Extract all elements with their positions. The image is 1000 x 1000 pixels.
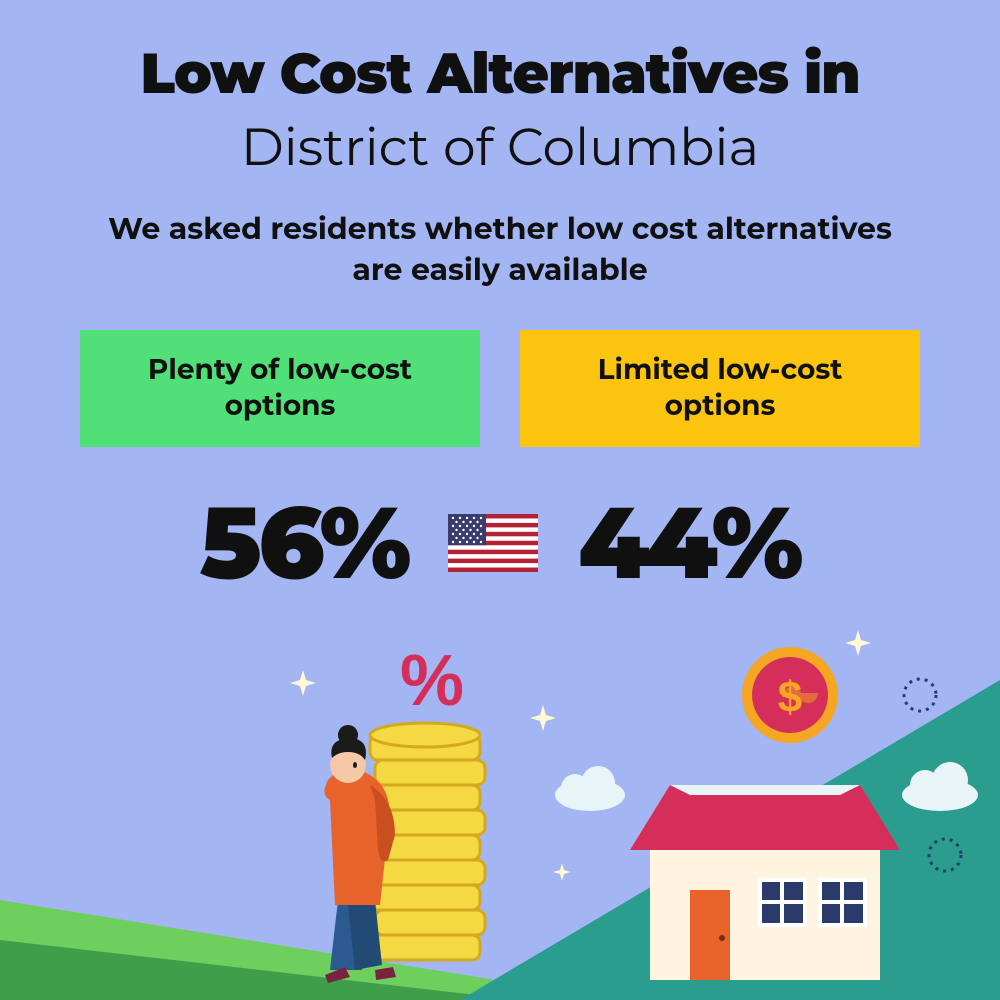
percent-icon: % bbox=[400, 641, 464, 721]
dotted-circle-1 bbox=[904, 679, 936, 711]
option-box-plenty: Plenty of low-cost options bbox=[80, 330, 480, 447]
svg-text:%: % bbox=[400, 641, 464, 721]
us-flag-icon bbox=[448, 514, 538, 572]
option-boxes: Plenty of low-cost options Limited low-c… bbox=[0, 330, 1000, 447]
house-icon bbox=[630, 785, 900, 980]
subtitle: We asked residents whether low cost alte… bbox=[0, 209, 1000, 290]
percent-plenty: 56% bbox=[200, 482, 409, 604]
percent-limited: 44% bbox=[578, 482, 800, 604]
dollar-coin-icon: $ bbox=[742, 647, 838, 743]
svg-text:$: $ bbox=[778, 673, 802, 722]
title-line-2: District of Columbia bbox=[0, 116, 1000, 179]
cloud-left bbox=[555, 766, 625, 811]
title-line-1: Low Cost Alternatives in bbox=[0, 0, 1000, 108]
illustration: $ % bbox=[0, 620, 1000, 1000]
percent-row: 56% 44% bbox=[0, 482, 1000, 604]
option-box-limited: Limited low-cost options bbox=[520, 330, 920, 447]
